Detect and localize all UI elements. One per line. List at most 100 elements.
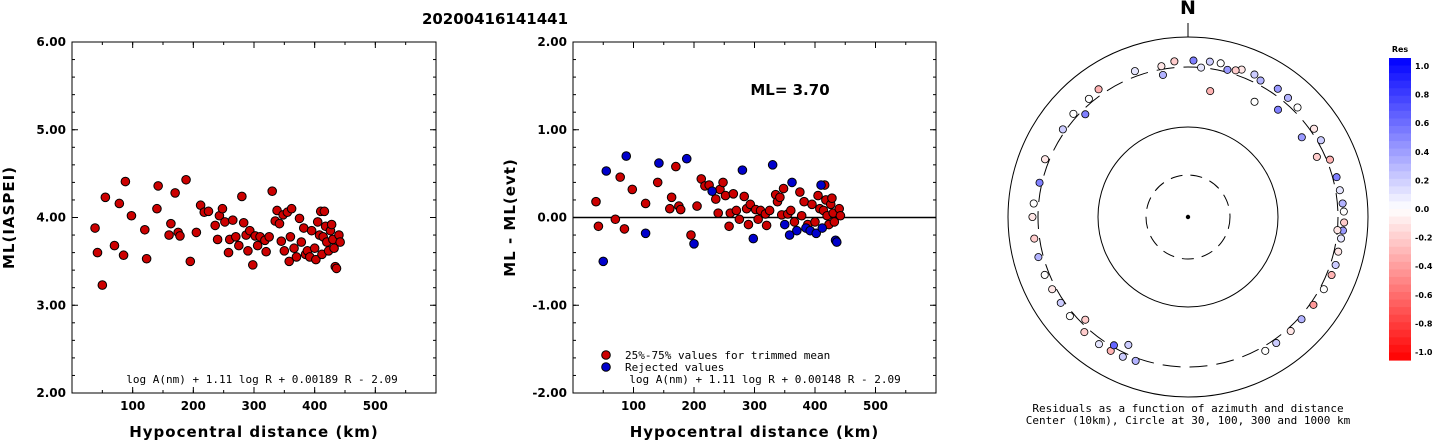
data-point — [692, 201, 702, 211]
data-point — [210, 220, 220, 231]
colorbar-band — [1389, 58, 1411, 67]
data-point — [710, 194, 721, 204]
data-point — [276, 236, 287, 246]
data-point — [231, 232, 241, 242]
x-axis-label: Hypocentral distance (km) — [129, 423, 379, 441]
epicenter-dot — [1185, 214, 1191, 220]
station-residual-marker — [1261, 346, 1270, 355]
x-tick-label: 200 — [181, 399, 206, 413]
data-point — [795, 187, 805, 197]
data-point — [181, 174, 191, 185]
colorbar-band — [1389, 239, 1411, 248]
station-residual-marker — [1118, 352, 1127, 361]
data-point — [191, 227, 202, 238]
station-residual-marker — [1297, 133, 1306, 142]
station-residual-marker — [1081, 110, 1090, 119]
colorbar-band — [1389, 133, 1411, 142]
data-point — [279, 246, 290, 256]
data-point — [237, 191, 247, 202]
data-point — [720, 190, 731, 201]
data-point — [294, 213, 305, 224]
ml-residual-plot: -2.00 -1.00 0.00 1.00 2.00 100 200 300 400 500 Hyp… — [501, 35, 937, 441]
data-point — [615, 172, 625, 182]
data-point — [748, 233, 759, 244]
data-point — [264, 232, 274, 242]
colorbar-band — [1389, 276, 1411, 286]
polar-caption-2: Center (10km), Circle at 30, 100, 300 an… — [1026, 414, 1351, 427]
colorbar-band — [1389, 299, 1411, 308]
data-point — [786, 205, 796, 216]
data-point — [319, 206, 330, 217]
data-point — [779, 219, 790, 230]
polar-caption-1: Residuals as a function of azimuth and d… — [1032, 402, 1343, 415]
colorbar-band — [1389, 209, 1411, 218]
colorbar-band — [1389, 337, 1411, 346]
data-point — [309, 243, 320, 254]
station-residual-marker — [1081, 315, 1090, 324]
colorbar-tick-label: -0.8 — [1415, 319, 1433, 328]
colorbar-band — [1389, 110, 1411, 119]
data-point — [140, 224, 150, 235]
station-residual-marker — [1332, 173, 1341, 182]
data-point — [761, 220, 772, 231]
legend-marker-accepted — [601, 350, 611, 360]
station-residual-marker — [1124, 340, 1133, 349]
station-residual-marker — [1319, 285, 1328, 294]
station-residual-marker — [1325, 155, 1334, 164]
station-residual-marker — [1131, 356, 1140, 365]
x-tick-label: 300 — [742, 399, 767, 413]
station-residual-marker — [1065, 312, 1074, 321]
data-point — [707, 186, 717, 196]
colorbar-band — [1389, 314, 1411, 323]
station-residual-marker — [1130, 67, 1139, 76]
station-residual-marker — [1283, 93, 1292, 102]
colorbar-tick-label: -0.2 — [1415, 234, 1433, 243]
colorbar-band — [1389, 163, 1411, 172]
data-point — [778, 183, 789, 194]
station-residual-marker — [1334, 247, 1343, 256]
colorbar-band — [1389, 307, 1411, 316]
data-point — [114, 198, 125, 209]
colorbar-band — [1389, 118, 1411, 127]
y-tick-label: 1.00 — [537, 123, 567, 137]
y-tick-label: 2.00 — [36, 386, 66, 400]
data-point — [90, 223, 100, 233]
data-point — [247, 260, 258, 270]
colorbar-band — [1389, 216, 1411, 225]
colorbar-title: Res — [1392, 45, 1409, 54]
data-point — [252, 240, 263, 251]
data-point — [100, 192, 111, 203]
colorbar-tick-label: 0.4 — [1415, 148, 1430, 157]
colorbar-band — [1389, 171, 1411, 180]
colorbar-band — [1389, 261, 1411, 270]
x-tick-label: 100 — [621, 399, 646, 413]
y-tick-label: 4.00 — [36, 211, 66, 225]
station-residual-marker — [1335, 186, 1344, 195]
station-residual-marker — [1205, 57, 1214, 66]
station-residual-marker — [1327, 271, 1336, 280]
data-point — [170, 188, 180, 198]
legend-marker-rejected — [601, 362, 611, 372]
data-point — [274, 218, 285, 229]
x-tick-label: 400 — [802, 399, 827, 413]
station-residual-marker — [1256, 76, 1265, 85]
x-tick-label: 200 — [681, 399, 706, 413]
data-point — [220, 217, 230, 227]
colorbar-band — [1389, 193, 1411, 203]
data-point — [671, 161, 681, 172]
data-point — [331, 263, 342, 274]
data-point — [97, 280, 108, 290]
azimuth-residual-plot: N Residuals as a function of azimuth and … — [1007, 0, 1369, 427]
data-point — [153, 181, 163, 191]
data-point — [267, 186, 278, 196]
data-point — [666, 192, 677, 203]
colorbar-band — [1389, 65, 1411, 74]
station-residual-marker — [1034, 253, 1043, 262]
station-residual-marker — [1331, 260, 1340, 269]
y-tick-label: 6.00 — [36, 35, 66, 49]
ml-iaspei-plot: 2.00 3.00 4.00 5.00 6.00 100 200 300 400 500 Hypoc… — [0, 35, 437, 441]
station-residual-marker — [1339, 207, 1348, 216]
data-point — [312, 217, 323, 227]
colorbar-band — [1389, 201, 1411, 210]
station-residual-marker — [1293, 103, 1302, 112]
